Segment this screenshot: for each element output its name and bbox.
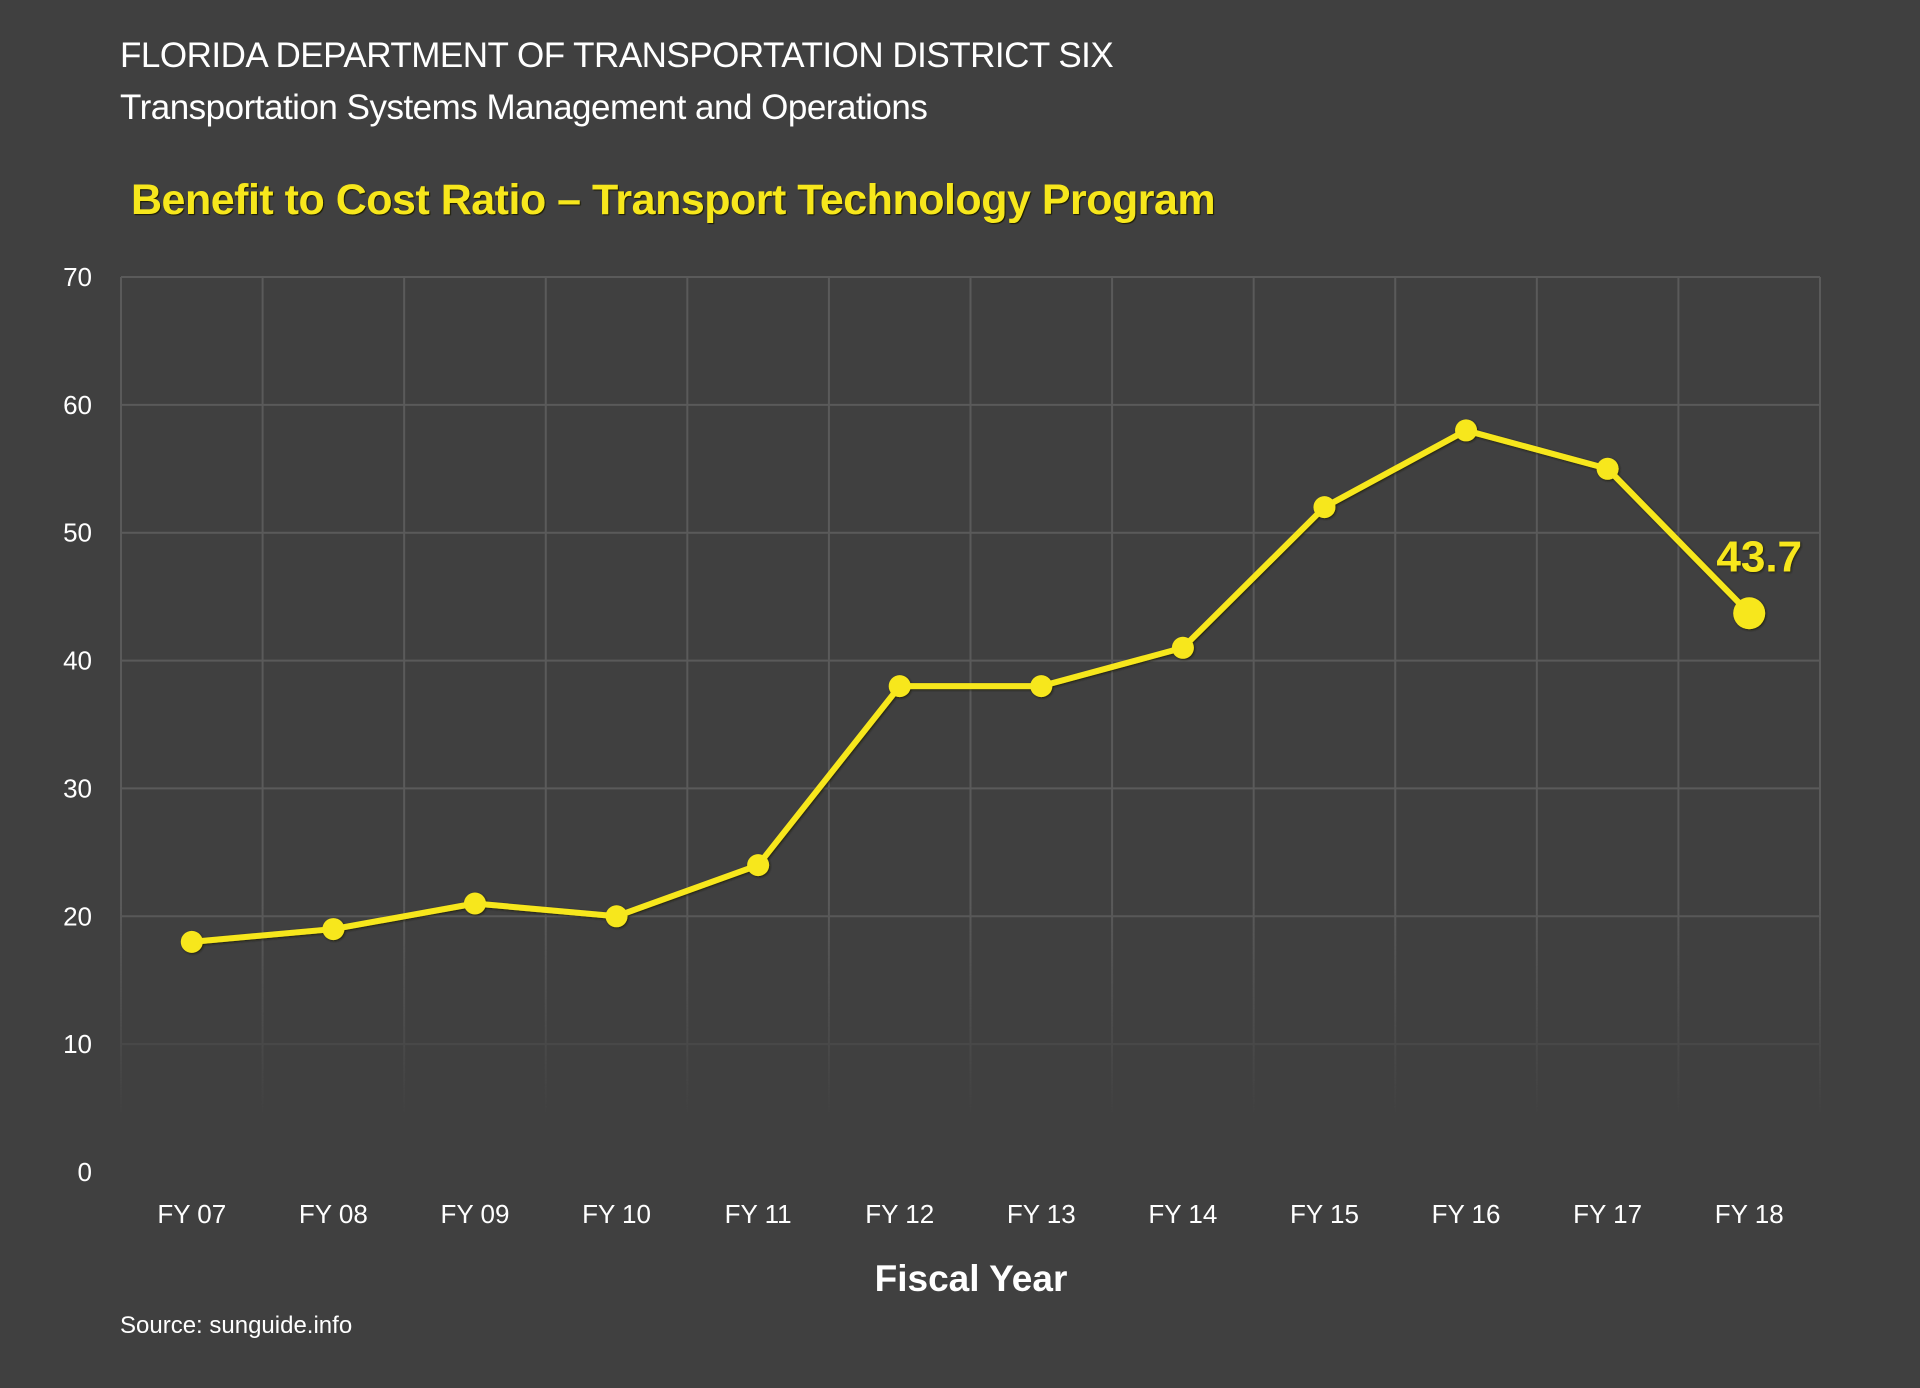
y-tick-label: 20 [63,901,92,931]
data-point [1171,636,1194,659]
annotations: 43.7 [1716,532,1802,581]
data-label: 43.7 [1716,532,1802,581]
x-tick-label: FY 10 [582,1199,651,1229]
data-point [747,854,770,877]
y-tick-label: 0 [78,1157,92,1187]
data-point [322,918,345,941]
x-tick-label: FY 14 [1148,1199,1217,1229]
x-tick-label: FY 15 [1290,1199,1359,1229]
x-tick-label: FY 08 [299,1199,368,1229]
x-tick-label: FY 18 [1715,1199,1784,1229]
x-tick-label: FY 17 [1573,1199,1642,1229]
x-tick-label: FY 11 [725,1199,792,1229]
data-point [1313,496,1336,519]
data-point [605,905,628,928]
x-tick-label: FY 07 [157,1199,226,1229]
gridlines [120,276,1821,1118]
x-axis: FY 07 FY 08 FY 09 FY 10 FY 11 FY 12 FY 13 FY 14… [157,1199,1783,1229]
data-point [180,930,203,953]
data-point [463,892,486,915]
y-tick-label: 50 [63,518,92,548]
source-note: Source: sunguide.info [120,1312,353,1339]
y-axis: 0 10 20 30 40 50 60 70 [63,262,92,1187]
series-line [191,427,1752,945]
x-tick-label: FY 16 [1432,1199,1501,1229]
series-benefit-cost-ratio [180,419,1766,953]
x-axis-title: Fiscal Year [874,1258,1068,1299]
x-tick-label: FY 13 [1007,1199,1076,1229]
y-tick-label: 40 [63,646,92,676]
data-point [888,675,911,698]
data-point [1030,675,1053,698]
x-tick-label: FY 09 [441,1199,510,1229]
y-tick-label: 30 [63,773,92,803]
x-tick-label: FY 12 [865,1199,934,1229]
data-point [1455,419,1478,442]
data-point-highlight [1733,597,1766,630]
data-point [1596,457,1619,480]
y-tick-label: 70 [63,262,92,292]
header-organization: FLORIDA DEPARTMENT OF TRANSPORTATION DIS… [120,36,1114,75]
y-tick-label: 10 [63,1029,92,1059]
header-subtitle: Transportation Systems Management and Op… [120,88,928,127]
y-tick-label: 60 [63,390,92,420]
chart-title: Benefit to Cost Ratio – Transport Techno… [131,176,1216,224]
